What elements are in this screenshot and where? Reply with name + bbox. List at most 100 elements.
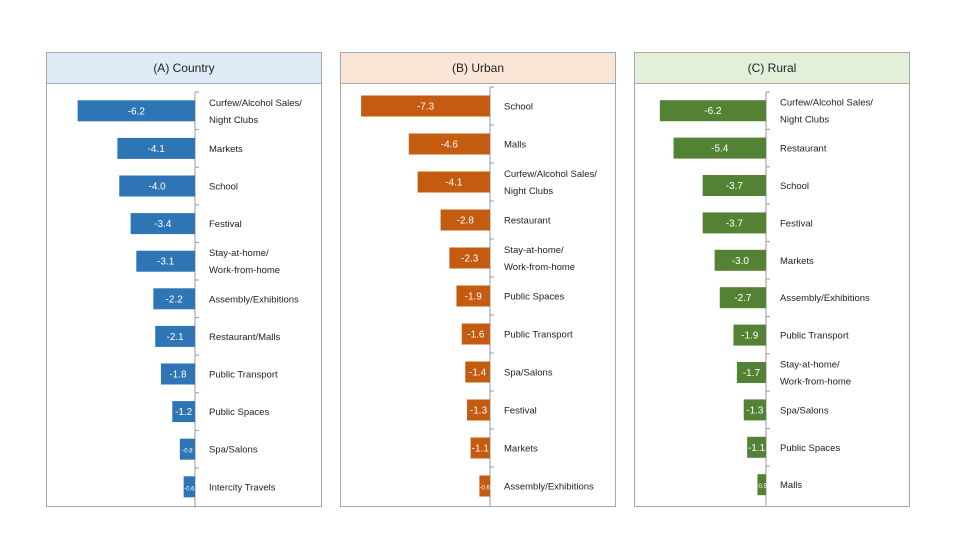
category-label: Public Transport [780, 331, 849, 342]
category-label: Curfew/Alcohol Sales/Night Clubs [780, 98, 873, 126]
category-label: Intercity Travels [209, 482, 276, 493]
bar [117, 137, 195, 159]
bar-value-label: -3.7 [726, 181, 744, 192]
chart-country: -6.2 Curfew/Alcohol Sales/Night Clubs -4.1… [77, 91, 302, 508]
bar-value-label: -3.4 [154, 219, 172, 230]
bar [747, 436, 766, 458]
bar-value-label: -1.9 [465, 292, 483, 303]
bar [465, 361, 490, 383]
bar-value-label: -4.0 [149, 182, 167, 193]
bar [736, 362, 766, 383]
bar [160, 363, 195, 385]
bar [153, 288, 195, 310]
bar [461, 323, 490, 345]
bar [408, 133, 490, 155]
bar [714, 249, 766, 271]
bar-value-label: -1.8 [169, 370, 187, 381]
category-label: Public Spaces [209, 407, 269, 418]
bar [179, 438, 195, 460]
panel-urban: (B) Urban -7.3 School -4.6 Malls -4.1 Curfew/… [340, 52, 616, 507]
category-label: Stay-at-home/Work-from-home [504, 245, 575, 273]
bar-value-label: -1.1 [472, 444, 490, 455]
category-label: Assembly/Exhibitions [209, 294, 299, 305]
bar [659, 100, 766, 122]
bar-value-label: -1.1 [748, 443, 766, 454]
bar [155, 325, 195, 347]
category-label: School [780, 181, 809, 192]
bar [361, 95, 490, 117]
category-label: Restaurant [504, 216, 551, 227]
category-label: Public Spaces [504, 292, 564, 303]
bar-value-label: -7.3 [417, 102, 435, 113]
category-label: Assembly/Exhibitions [780, 293, 870, 304]
category-label: Stay-at-home/Work-from-home [209, 248, 280, 276]
bar-value-label: -6.2 [704, 106, 722, 117]
bar-value-label: -1.3 [470, 406, 488, 417]
panel-rural: (C) Rural -6.2 Curfew/Alcohol Sales/Night… [634, 52, 910, 507]
bar [417, 171, 490, 193]
bar-value-label: -1.6 [467, 330, 485, 341]
bar-value-label: -2.8 [457, 216, 475, 227]
category-label: Malls [504, 140, 526, 151]
category-label: Assembly/Exhibitions [504, 482, 594, 493]
bar [757, 474, 766, 496]
bar-value-label: -2.3 [461, 254, 479, 265]
bar-value-label: -1.4 [469, 368, 487, 379]
bar [136, 250, 195, 272]
bar-value-label: -3.1 [157, 257, 175, 268]
bar [183, 476, 195, 498]
bar [479, 475, 490, 497]
bar-value-label: -1.7 [743, 368, 761, 379]
category-label: Stay-at-home/Work-from-home [780, 360, 851, 388]
category-label: Public Transport [209, 370, 278, 381]
category-label: School [209, 182, 238, 193]
bar [119, 175, 195, 197]
category-label: Curfew/Alcohol Sales/Night Clubs [504, 169, 597, 197]
bar-value-label: -6.2 [128, 106, 146, 117]
bar [719, 287, 766, 309]
category-label: Malls [780, 480, 802, 491]
bar-value-label: -4.1 [445, 178, 463, 189]
category-label: Spa/Salons [780, 405, 829, 416]
category-label: Spa/Salons [209, 445, 258, 456]
category-label: Restaurant [780, 144, 827, 155]
bar [702, 212, 766, 234]
bar [456, 285, 490, 307]
bar-value-label: -3.0 [732, 256, 750, 267]
bar-value-label: -5.4 [711, 144, 729, 155]
category-label: Festival [780, 218, 813, 229]
bar-value-label: -2.2 [166, 294, 184, 305]
bar-value-label: -0.6 [480, 486, 491, 492]
category-label: Spa/Salons [504, 368, 553, 379]
bar-value-label: -1.2 [175, 407, 193, 418]
bar-value-label: -1.9 [741, 331, 759, 342]
category-label: Public Spaces [780, 443, 840, 454]
bar-value-label: -0.5 [757, 484, 768, 490]
bar-value-label: -3.7 [726, 218, 744, 229]
category-label: Festival [504, 406, 537, 417]
bar-value-label: -4.1 [148, 144, 166, 155]
category-label: Public Transport [504, 330, 573, 341]
bar [449, 247, 490, 269]
panel-title: (A) Country [47, 53, 321, 84]
bar [130, 213, 195, 235]
bar [77, 100, 195, 122]
bar-value-label: -1.3 [746, 405, 764, 416]
bar [172, 401, 195, 423]
bar [470, 437, 490, 459]
panel-title: (C) Rural [635, 53, 909, 84]
category-label: Markets [504, 444, 538, 455]
panel-title: (B) Urban [341, 53, 615, 84]
bar-value-label: -0.8 [182, 449, 193, 455]
bar [743, 399, 766, 421]
bar [467, 399, 490, 421]
panel-country: (A) Country -6.2 Curfew/Alcohol Sales/Nig… [46, 52, 322, 508]
category-label: Curfew/Alcohol Sales/Night Clubs [209, 98, 302, 126]
bar-value-label: -2.7 [734, 293, 752, 304]
bar [733, 324, 766, 346]
category-label: Markets [780, 256, 814, 267]
bar [440, 209, 490, 231]
bar-value-label: -0.6 [184, 486, 195, 492]
chart-rural: -6.2 Curfew/Alcohol Sales/Night Clubs -5.4… [659, 91, 873, 506]
bar [673, 137, 766, 159]
